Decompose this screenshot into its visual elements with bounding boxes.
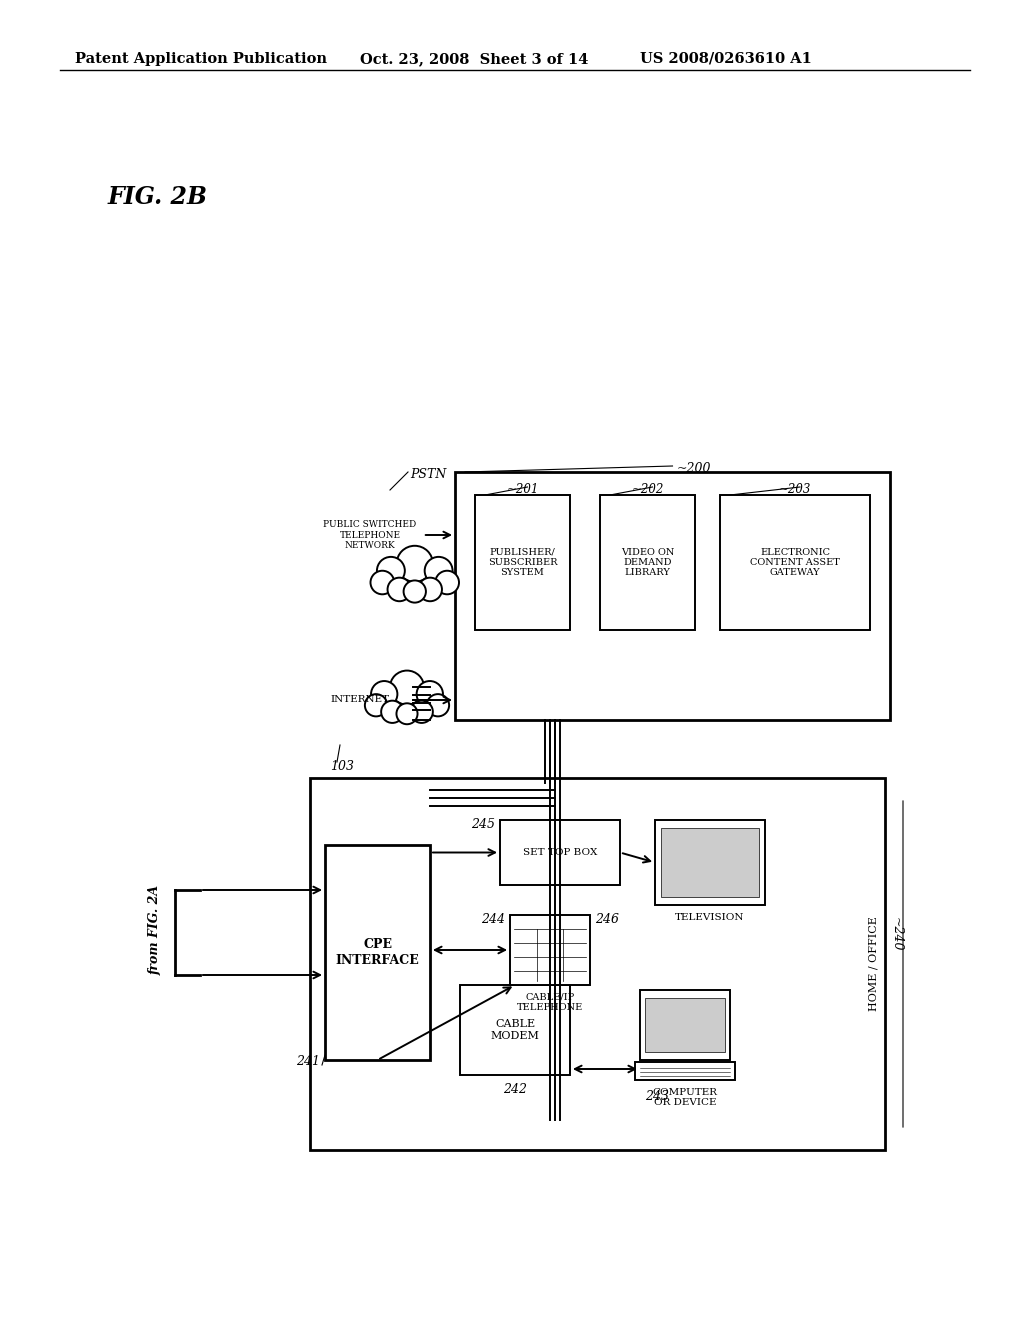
FancyBboxPatch shape (640, 990, 730, 1060)
Text: PUBLISHER/
SUBSCRIBER
SYSTEM: PUBLISHER/ SUBSCRIBER SYSTEM (487, 548, 557, 577)
Text: HOME / OFFICE: HOME / OFFICE (868, 916, 878, 1011)
FancyBboxPatch shape (310, 777, 885, 1150)
Text: 242: 242 (503, 1082, 527, 1096)
FancyBboxPatch shape (720, 495, 870, 630)
Text: VIDEO ON
DEMAND
LIBRARY: VIDEO ON DEMAND LIBRARY (621, 548, 674, 577)
Text: 246: 246 (595, 913, 618, 927)
FancyBboxPatch shape (455, 473, 890, 719)
Text: ~202: ~202 (632, 483, 664, 496)
Text: CABLE
MODEM: CABLE MODEM (490, 1019, 540, 1040)
Text: Patent Application Publication: Patent Application Publication (75, 51, 327, 66)
Text: COMPUTER
OR DEVICE: COMPUTER OR DEVICE (652, 1088, 718, 1107)
FancyBboxPatch shape (635, 1063, 735, 1080)
Text: FIG. 2B: FIG. 2B (108, 185, 208, 209)
Text: from FIG. 2A: from FIG. 2A (148, 884, 162, 975)
Text: US 2008/0263610 A1: US 2008/0263610 A1 (640, 51, 812, 66)
Text: ~200: ~200 (677, 462, 712, 475)
Text: Oct. 23, 2008  Sheet 3 of 14: Oct. 23, 2008 Sheet 3 of 14 (360, 51, 589, 66)
Text: PUBLIC SWITCHED
TELEPHONE
NETWORK: PUBLIC SWITCHED TELEPHONE NETWORK (324, 520, 417, 550)
Text: SET TOP BOX: SET TOP BOX (523, 847, 597, 857)
Text: ~201: ~201 (506, 483, 539, 496)
Text: CPE
INTERFACE: CPE INTERFACE (336, 939, 420, 966)
Text: 103: 103 (330, 760, 354, 774)
FancyBboxPatch shape (475, 495, 570, 630)
Text: INTERNET: INTERNET (331, 696, 389, 705)
Text: ~240: ~240 (890, 917, 903, 952)
Text: ELECTRONIC
CONTENT ASSET
GATEWAY: ELECTRONIC CONTENT ASSET GATEWAY (750, 548, 840, 577)
FancyBboxPatch shape (600, 495, 695, 630)
FancyBboxPatch shape (645, 998, 725, 1052)
Text: 243: 243 (645, 1090, 669, 1104)
FancyBboxPatch shape (460, 985, 570, 1074)
Text: 241: 241 (296, 1055, 319, 1068)
Text: CABLE/IP
TELEPHONE: CABLE/IP TELEPHONE (517, 993, 583, 1012)
Text: TELEVISION: TELEVISION (675, 913, 744, 921)
FancyBboxPatch shape (500, 820, 620, 884)
Text: ~203: ~203 (779, 483, 811, 496)
FancyBboxPatch shape (325, 845, 430, 1060)
FancyBboxPatch shape (662, 828, 759, 898)
Text: PSTN: PSTN (410, 469, 446, 480)
FancyBboxPatch shape (655, 820, 765, 906)
Text: 244: 244 (481, 913, 505, 927)
Text: 245: 245 (471, 818, 495, 832)
FancyBboxPatch shape (510, 915, 590, 985)
